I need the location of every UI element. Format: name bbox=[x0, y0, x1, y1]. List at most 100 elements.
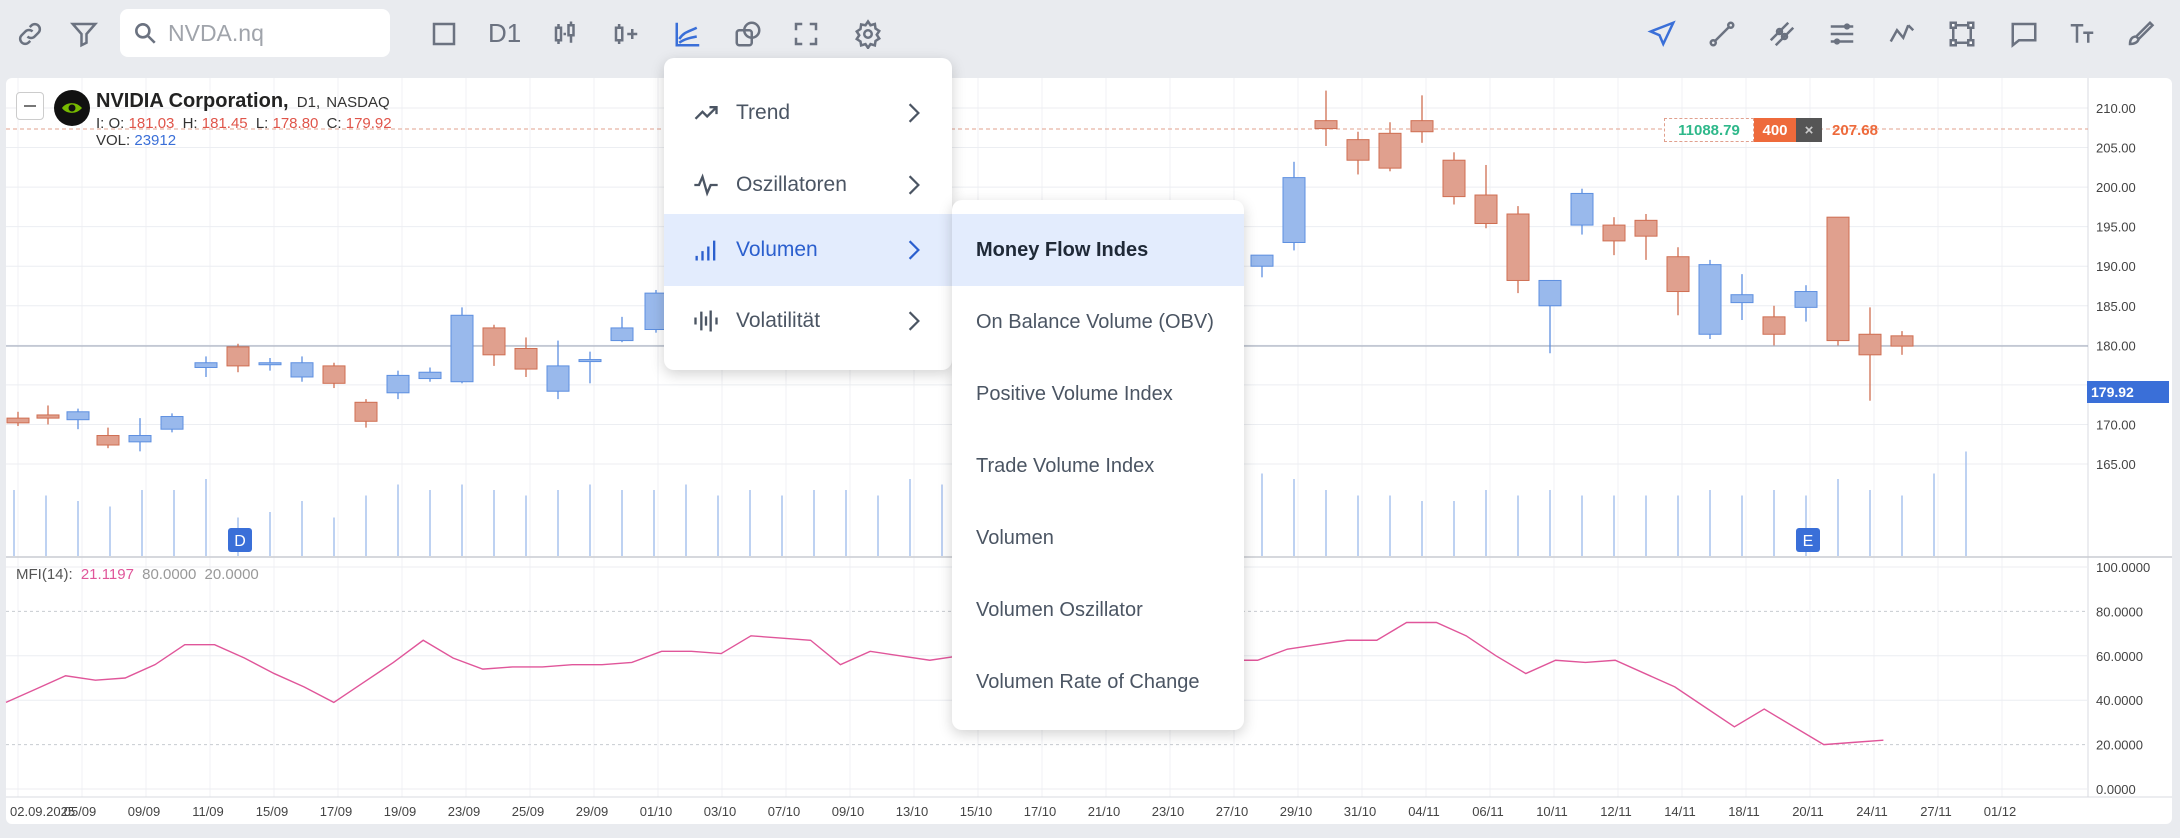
submenu-positive-volume-index[interactable]: Positive Volume Index bbox=[976, 383, 1173, 405]
candle-body bbox=[1282, 177, 1306, 243]
event-marker-label: E bbox=[1803, 533, 1814, 550]
order-widget[interactable]: 11088.79 400 × 207.68 bbox=[1664, 118, 1888, 142]
submenu-volume-oscillator[interactable]: Volumen Oszillator bbox=[976, 599, 1143, 621]
open-label: I: O: bbox=[96, 115, 125, 132]
date-tick-label: 17/10 bbox=[1024, 804, 1057, 819]
submenu-money-flow-index[interactable]: Money Flow Indes bbox=[952, 214, 1244, 286]
date-tick-label: 07/10 bbox=[768, 804, 801, 819]
order-close-button[interactable]: × bbox=[1796, 118, 1822, 142]
brush-tool-icon[interactable] bbox=[2118, 12, 2162, 56]
price-tick-label: 195.00 bbox=[2096, 220, 2136, 235]
menu-item-volatility[interactable]: Volatilität bbox=[664, 286, 952, 356]
timeframe-button[interactable]: D1 bbox=[488, 18, 522, 48]
volume-bars-icon bbox=[695, 240, 716, 261]
cursor-arrow-icon[interactable] bbox=[1640, 12, 1684, 56]
date-tick-label: 10/11 bbox=[1536, 804, 1568, 819]
submenu-volume[interactable]: Volumen bbox=[976, 527, 1054, 549]
date-tick-label: 15/09 bbox=[256, 804, 289, 819]
candle-body bbox=[546, 365, 570, 392]
pattern-tool-icon[interactable] bbox=[1880, 12, 1924, 56]
candle-body bbox=[194, 362, 218, 368]
comment-icon[interactable] bbox=[2002, 12, 2046, 56]
exchange-text: NASDAQ bbox=[326, 94, 390, 111]
submenu-on-balance-volume[interactable]: On Balance Volume (OBV) bbox=[976, 311, 1214, 333]
candle-body bbox=[1858, 333, 1882, 356]
price-tick-label: 190.00 bbox=[2096, 259, 2136, 274]
channel-tool-icon[interactable] bbox=[1760, 12, 1804, 56]
date-tick-label: 29/10 bbox=[1280, 804, 1313, 819]
candlestick-icon[interactable] bbox=[544, 12, 588, 56]
menu-item-volume[interactable]: Volumen bbox=[664, 214, 952, 286]
candle-body bbox=[1762, 316, 1786, 335]
symbol-search[interactable] bbox=[120, 9, 390, 57]
mfi-tick-label: 0.0000 bbox=[2096, 782, 2136, 797]
menu-item-label: Trend bbox=[736, 101, 791, 124]
date-tick-label: 27/10 bbox=[1216, 804, 1249, 819]
candle-body bbox=[386, 374, 410, 394]
order-price-box[interactable]: 11088.79 bbox=[1664, 118, 1754, 142]
nvidia-eye-icon bbox=[62, 103, 82, 113]
candle-body bbox=[1378, 132, 1402, 169]
price-tick-label: 180.00 bbox=[2096, 338, 2136, 353]
candle-body bbox=[160, 416, 184, 430]
candle-body bbox=[418, 371, 442, 380]
menu-item-trend[interactable]: Trend bbox=[664, 78, 952, 148]
candle-body bbox=[514, 347, 538, 370]
top-toolbar: D1 bbox=[0, 0, 2180, 68]
submenu-trade-volume-index[interactable]: Trade Volume Index bbox=[976, 455, 1155, 477]
candle-body bbox=[450, 314, 474, 383]
date-tick-label: 23/10 bbox=[1152, 804, 1185, 819]
text-tool-icon[interactable] bbox=[2060, 12, 2104, 56]
nvidia-logo bbox=[54, 90, 90, 126]
candle-body bbox=[1474, 194, 1498, 225]
date-tick-label: 12/11 bbox=[1600, 804, 1632, 819]
date-tick-label: 17/09 bbox=[320, 804, 353, 819]
line-tool-icon[interactable] bbox=[1700, 12, 1744, 56]
candle-body bbox=[578, 359, 602, 363]
candle-body bbox=[36, 414, 60, 419]
search-input[interactable] bbox=[166, 18, 380, 48]
mfi-tick-label: 80.0000 bbox=[2096, 604, 2143, 619]
chevron-right-icon bbox=[908, 175, 920, 195]
candle-body bbox=[1634, 219, 1658, 237]
date-tick-label: 18/11 bbox=[1728, 804, 1760, 819]
fib-tool-icon[interactable] bbox=[1820, 12, 1864, 56]
date-tick-label: 20/11 bbox=[1792, 804, 1824, 819]
date-tick-label: 05/09 bbox=[64, 804, 97, 819]
shape-tool-icon[interactable] bbox=[1940, 12, 1984, 56]
settings-gear-icon[interactable] bbox=[846, 12, 890, 56]
date-tick-label: 24/11 bbox=[1856, 804, 1888, 819]
collapse-button[interactable] bbox=[16, 92, 44, 120]
candle-body bbox=[66, 411, 90, 421]
filter-icon[interactable] bbox=[62, 12, 106, 56]
add-indicator-icon[interactable] bbox=[604, 12, 648, 56]
current-price-tag: 179.92 bbox=[2087, 381, 2169, 403]
volume-submenu: Money Flow Indes On Balance Volume (OBV)… bbox=[952, 200, 1244, 730]
layout-single-icon[interactable] bbox=[422, 12, 466, 56]
date-tick-label: 04/11 bbox=[1408, 804, 1440, 819]
candle-body bbox=[290, 362, 314, 378]
indicators-icon[interactable] bbox=[666, 12, 710, 56]
candle-body bbox=[1730, 294, 1754, 304]
candle-body bbox=[6, 417, 30, 424]
date-tick-label: 03/10 bbox=[704, 804, 737, 819]
date-tick-label: 14/11 bbox=[1664, 804, 1696, 819]
candle-body bbox=[1698, 264, 1722, 335]
event-marker-e bbox=[1796, 528, 1820, 552]
menu-item-oscillators[interactable]: Oszillatoren bbox=[664, 150, 952, 220]
candle-body bbox=[1538, 279, 1562, 307]
submenu-volume-rate-of-change[interactable]: Volumen Rate of Change bbox=[976, 671, 1200, 693]
mfi-legend: MFI(14): 21.1197 80.0000 20.0000 bbox=[16, 566, 259, 583]
date-tick-label: 01/10 bbox=[640, 804, 673, 819]
fullscreen-icon[interactable] bbox=[784, 12, 828, 56]
chevron-right-icon bbox=[908, 240, 920, 260]
date-tick-label: 21/10 bbox=[1088, 804, 1121, 819]
order-qty-box[interactable]: 400 bbox=[1754, 118, 1796, 142]
date-tick-label: 15/10 bbox=[960, 804, 993, 819]
link-icon[interactable] bbox=[8, 12, 52, 56]
menu-item-label: Volumen bbox=[736, 238, 818, 261]
candle-body bbox=[1890, 335, 1914, 347]
compare-icon[interactable] bbox=[726, 12, 770, 56]
low-label: L: bbox=[255, 115, 269, 132]
